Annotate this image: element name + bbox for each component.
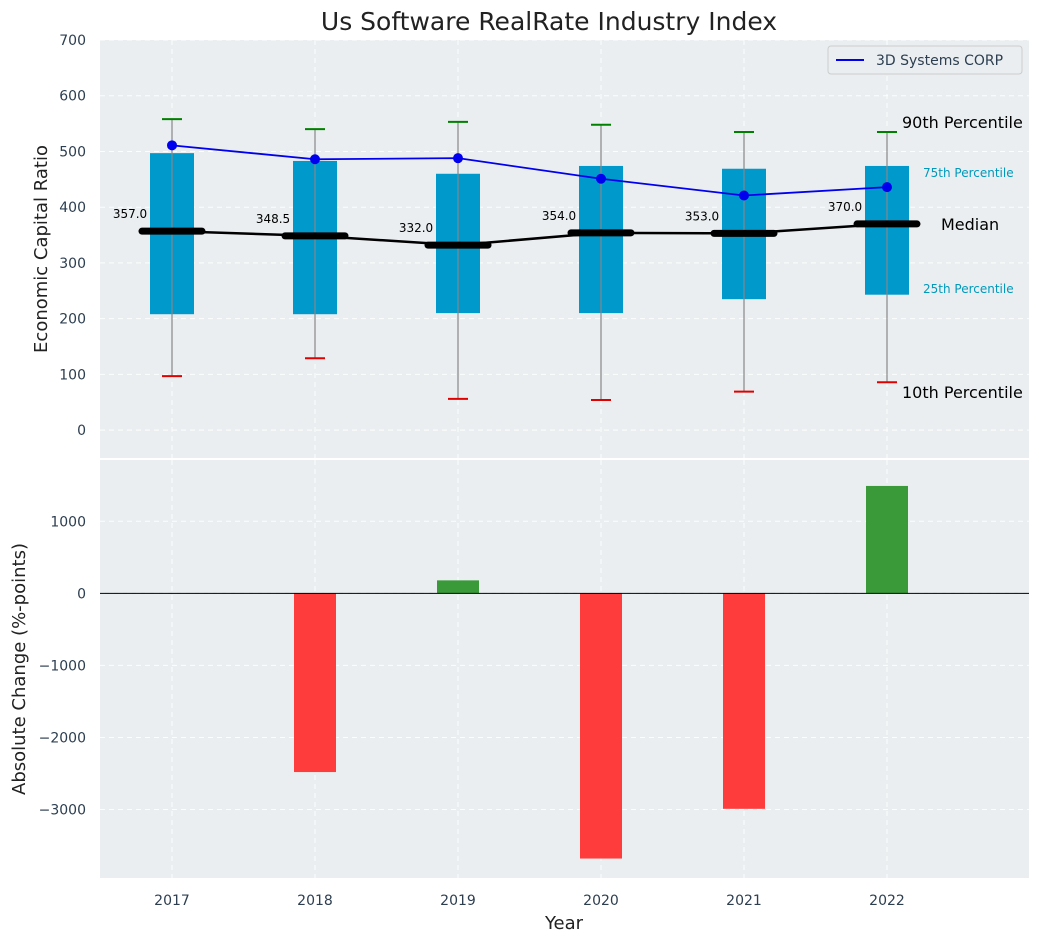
median-label-2022: 370.0	[828, 200, 862, 214]
top-y-axis-label: Economic Capital Ratio	[31, 145, 52, 353]
company-point-2019	[453, 153, 463, 164]
top-y-tick-label: 400	[59, 200, 86, 216]
median-label-2018: 348.5	[256, 212, 290, 226]
x-tick-label: 2019	[440, 893, 476, 909]
change-bar-2019	[437, 580, 479, 594]
median-label-2019: 332.0	[399, 221, 433, 235]
change-bar-2018	[294, 593, 336, 773]
bottom-y-tick-label: −2000	[39, 730, 86, 746]
chart-title: Us Software RealRate Industry Index	[321, 7, 777, 36]
annotation-75th-percentile: 75th Percentile	[923, 166, 1014, 180]
top-y-tick-label: 300	[59, 256, 86, 272]
annotation-25th-percentile: 25th Percentile	[923, 282, 1014, 296]
x-tick-label: 2020	[583, 893, 619, 909]
x-tick-label: 2018	[297, 893, 333, 909]
company-series-line	[171, 144, 888, 197]
top-y-tick-label: 600	[59, 89, 86, 105]
bottom-y-tick-label: 0	[77, 586, 86, 602]
bottom-y-tick-label: 1000	[50, 514, 86, 530]
legend[interactable]: 3D Systems CORP	[827, 45, 1023, 75]
top-y-tick-label: 200	[59, 312, 86, 328]
top-y-tick-label: 500	[59, 144, 86, 160]
median-label-2020: 354.0	[542, 209, 576, 223]
bottom-y-tick-label: −1000	[39, 658, 86, 674]
change-bar-2022	[866, 485, 908, 594]
company-point-2020	[596, 173, 606, 184]
annotation-10th-percentile: 10th Percentile	[902, 383, 1023, 402]
company-point-2018	[310, 154, 320, 165]
legend-label: 3D Systems CORP	[876, 53, 1003, 69]
x-tick-label: 2021	[726, 893, 762, 909]
x-tick-label: 2022	[869, 893, 905, 909]
top-y-tick-label: 0	[77, 423, 86, 439]
bottom-y-tick-label: −3000	[39, 803, 86, 819]
median-label-2017: 357.0	[113, 207, 147, 221]
company-point-2021	[739, 190, 749, 201]
legend-box	[827, 45, 1023, 75]
bottom-y-axis-label: Absolute Change (%-points)	[9, 543, 30, 795]
change-bar-2020	[580, 593, 622, 859]
median-label-2021: 353.0	[685, 209, 719, 223]
x-tick-label: 2017	[154, 893, 190, 909]
x-axis-label: Year	[544, 913, 584, 934]
top-y-tick-label: 100	[59, 367, 86, 383]
top-y-tick-label: 700	[59, 33, 86, 49]
company-point-2017	[167, 140, 177, 151]
annotation-median: Median	[941, 215, 999, 234]
change-bar-2021	[723, 593, 765, 809]
company-point-2022	[882, 182, 892, 193]
annotation-90th-percentile: 90th Percentile	[902, 113, 1023, 132]
